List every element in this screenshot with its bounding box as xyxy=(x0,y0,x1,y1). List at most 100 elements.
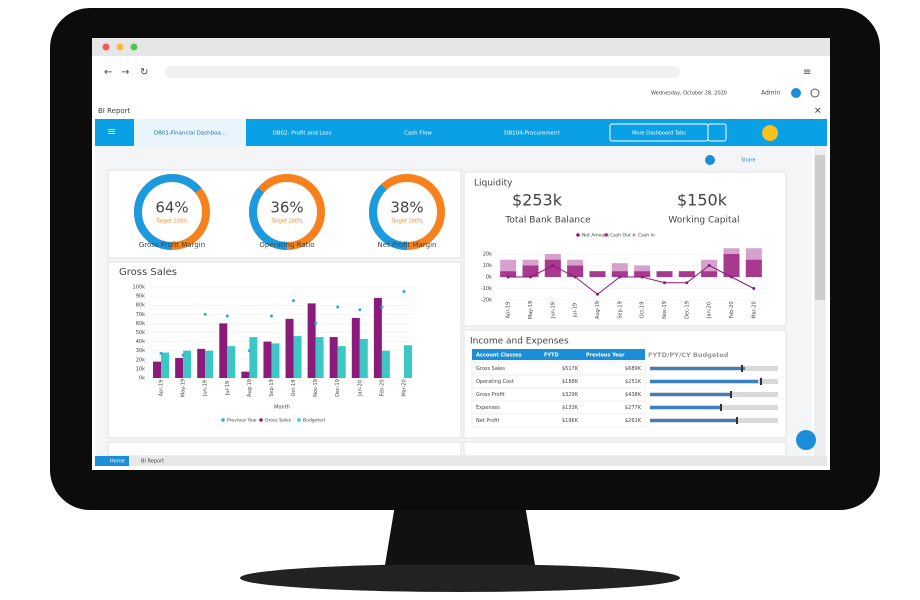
bar xyxy=(329,337,338,378)
stand-neck xyxy=(385,505,535,565)
bar xyxy=(205,350,214,378)
bar xyxy=(175,357,184,378)
point xyxy=(596,292,599,296)
dot xyxy=(116,43,124,51)
cell: $133K xyxy=(562,405,579,411)
legend-label: Cash In xyxy=(638,233,655,239)
point xyxy=(752,287,756,290)
panel-title: Income and Expenses xyxy=(470,337,569,347)
legend-swatch xyxy=(632,233,636,237)
url-bar[interactable] xyxy=(165,66,680,78)
avatar[interactable] xyxy=(791,88,801,98)
point xyxy=(247,349,251,353)
x-tick-label: Mar-20 xyxy=(401,379,407,396)
gauge-name: Gross Profit Margin xyxy=(139,241,205,249)
icon[interactable] xyxy=(705,155,715,165)
bar xyxy=(544,259,561,277)
bullet-bar xyxy=(650,380,758,383)
nav-tab[interactable]: Cash Flow xyxy=(404,131,432,137)
hamburger[interactable]: ≡ xyxy=(107,125,116,138)
cell: $517K xyxy=(562,366,579,372)
point xyxy=(380,305,384,309)
x-tick-label: Oct-19 xyxy=(291,380,297,397)
power[interactable] xyxy=(810,88,820,98)
back[interactable]: ← xyxy=(104,67,112,78)
panel-title: Liquidity xyxy=(474,179,513,189)
y-tick-label: -10k xyxy=(481,286,492,292)
app-tab[interactable]: BI Report xyxy=(98,107,131,115)
forward[interactable]: → xyxy=(121,67,129,78)
x-tick-label: May-19 xyxy=(528,301,534,319)
gauge-name: Operating Ratio xyxy=(259,241,314,249)
legend-label: Budgeted xyxy=(303,418,325,424)
nav-tab[interactable]: DB01-Financial Dashboa... xyxy=(154,131,227,137)
bar xyxy=(589,271,606,277)
x-tick-label: Jul-19 xyxy=(573,303,579,318)
point xyxy=(292,299,296,303)
gauge-name: Net Profit Margin xyxy=(378,241,437,249)
legend-swatch xyxy=(297,418,301,422)
x-tick-label: Aug-19 xyxy=(247,379,253,397)
nav-tab[interactable]: DB104-Procurement xyxy=(504,131,560,137)
menu[interactable]: ≡ xyxy=(803,67,811,78)
legend-label: Cash Out xyxy=(610,233,631,239)
cell: Net Profit xyxy=(476,418,499,424)
kpi-label: Working Capital xyxy=(668,216,739,226)
y-tick-label: 10k xyxy=(483,263,492,269)
y-tick-label: 50k xyxy=(136,330,145,336)
point xyxy=(203,312,207,316)
bar xyxy=(337,346,346,378)
y-tick-label: 80k xyxy=(136,303,145,309)
x-tick-label: Jun-19 xyxy=(203,380,209,397)
gauge-value: 36% xyxy=(270,199,303,217)
gauge-target: Target 100% xyxy=(155,219,188,225)
footer-tab[interactable]: BI Report xyxy=(141,459,164,465)
user[interactable]: Admin xyxy=(761,90,780,97)
stand-base xyxy=(240,564,680,592)
y-tick-label: 10k xyxy=(136,366,145,372)
nav-tab[interactable]: DB02- Profit and Loss xyxy=(273,131,332,137)
point xyxy=(314,321,318,325)
y-tick-label: 20k xyxy=(136,357,145,363)
y-tick-label: -20k xyxy=(481,298,492,304)
kpi-value: $253k xyxy=(512,191,563,210)
bar xyxy=(611,271,628,277)
more-tabs-label[interactable]: More Dashboard Tabs xyxy=(632,131,686,137)
bar xyxy=(183,350,192,378)
bar xyxy=(153,361,162,378)
cell: $196K xyxy=(562,418,579,424)
scroll-thumb[interactable] xyxy=(815,155,825,300)
dot xyxy=(102,43,110,51)
footer-tab[interactable]: Home xyxy=(110,459,125,465)
bar xyxy=(197,348,206,378)
kpi-value: $150k xyxy=(677,191,728,210)
cell: Operating Cost xyxy=(476,379,514,385)
home-tab[interactable] xyxy=(95,456,129,466)
bullet-marker xyxy=(720,404,722,411)
bar xyxy=(500,271,517,277)
bar xyxy=(219,323,228,378)
share[interactable]: Share xyxy=(741,158,755,164)
add-button[interactable] xyxy=(762,125,778,141)
close[interactable]: ✕ xyxy=(814,107,822,117)
point xyxy=(707,264,711,267)
legend-swatch xyxy=(604,233,608,237)
cell: $438K xyxy=(625,392,642,398)
point xyxy=(269,314,273,318)
table-row xyxy=(471,413,646,428)
y-tick-label: 20k xyxy=(483,252,492,258)
point xyxy=(181,353,185,357)
x-tick-label: Jan-20 xyxy=(357,380,363,397)
chat[interactable] xyxy=(796,430,816,450)
bar xyxy=(678,271,695,277)
y-tick-label: 0k xyxy=(486,275,492,281)
x-tick-label: Oct-19 xyxy=(640,302,646,319)
dot xyxy=(130,43,138,51)
gauge-target: Target 100% xyxy=(390,219,423,225)
bar xyxy=(634,271,651,277)
more-dropdown[interactable] xyxy=(707,123,727,142)
reload[interactable]: ↻ xyxy=(140,67,148,78)
x-tick-label: Sep-19 xyxy=(617,301,623,319)
bar xyxy=(522,265,539,277)
